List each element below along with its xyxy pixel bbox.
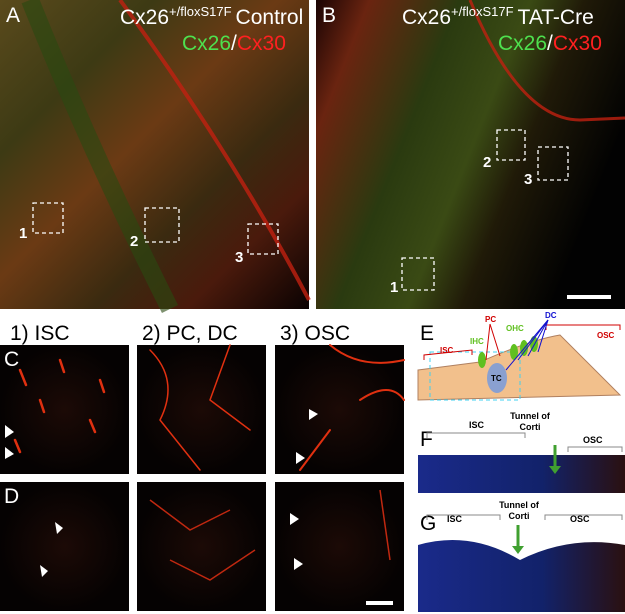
diagram-e: E PC DC OHC IHC ISC OSC TC [417, 311, 622, 401]
panel-label: A [6, 4, 20, 27]
panel-label: B [322, 4, 336, 27]
green-stain: Cx26 [498, 32, 547, 55]
panel-f: F ISC Tunnel of Corti OSC [418, 411, 625, 493]
box-label: 3 [235, 249, 243, 266]
box-label: 1 [390, 279, 398, 296]
condition: Control [236, 6, 304, 29]
column-heading: 1) ISC [10, 322, 70, 345]
box-label: 2 [483, 154, 491, 171]
diagram-label: IHC [470, 337, 484, 346]
stain-legend: Cx26/Cx30 [182, 32, 286, 55]
panel-label: G [420, 512, 436, 535]
red-stain: Cx30 [553, 32, 602, 55]
region-label: OSC [570, 514, 590, 524]
box-label: 1 [19, 225, 27, 242]
image-b [316, 0, 625, 309]
column-heading: 2) PC, DC [142, 322, 238, 345]
region-label: Tunnel of [499, 500, 540, 510]
box-label: 3 [524, 171, 532, 188]
row-c: C [0, 344, 405, 474]
genotype: +/floxS17F [451, 4, 514, 19]
panel-label: C [4, 348, 19, 371]
region-label: Tunnel of [510, 411, 551, 421]
gene: Cx26 [120, 6, 169, 29]
column-heading: 3) OSC [280, 322, 350, 345]
genotype: +/floxS17F [169, 4, 232, 19]
region-label: Corti [520, 422, 541, 432]
separator: / [231, 32, 237, 55]
diagram-label: TC [491, 374, 502, 383]
diagram-label: OHC [506, 324, 524, 333]
diagram-label: OSC [597, 331, 615, 340]
region-label: ISC [469, 420, 485, 430]
panel-label: D [4, 485, 19, 508]
region-label: Corti [509, 511, 530, 521]
red-stain: Cx30 [237, 32, 286, 55]
diagram-label: ISC [440, 346, 454, 355]
row-d: D [0, 482, 404, 611]
panel-label: F [420, 428, 433, 451]
region-label: ISC [447, 514, 463, 524]
diagram-label: DC [545, 311, 557, 320]
panel-g: G ISC Tunnel of Corti OSC [418, 500, 625, 612]
separator: / [547, 32, 553, 55]
panel-label: E [420, 322, 434, 345]
panel-title: Cx26+/floxS17F TAT-Cre [402, 4, 594, 29]
diagram-label: PC [485, 315, 496, 324]
region-label: OSC [583, 435, 603, 445]
box-label: 2 [130, 233, 138, 250]
green-stain: Cx26 [182, 32, 231, 55]
condition: TAT-Cre [518, 6, 594, 29]
gene: Cx26 [402, 6, 451, 29]
stain-legend: Cx26/Cx30 [498, 32, 602, 55]
panel-title: Cx26+/floxS17F Control [120, 4, 303, 29]
